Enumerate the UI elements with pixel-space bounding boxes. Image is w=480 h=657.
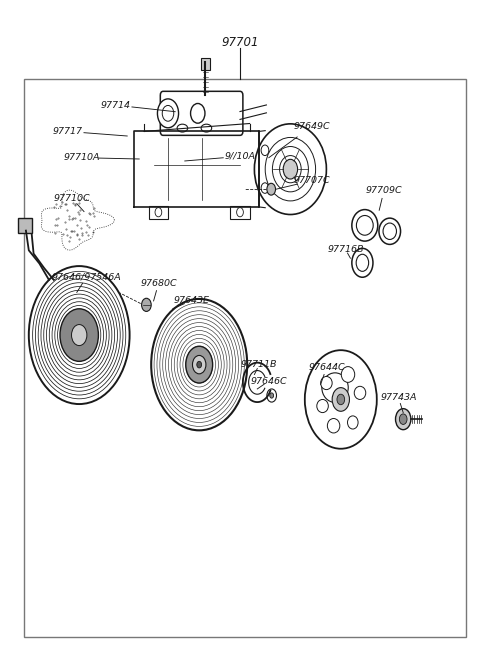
Ellipse shape bbox=[322, 373, 348, 402]
Circle shape bbox=[186, 346, 213, 383]
Circle shape bbox=[155, 208, 162, 217]
Text: 97649C: 97649C bbox=[294, 122, 330, 131]
Text: 9//10A: 9//10A bbox=[225, 152, 255, 161]
Ellipse shape bbox=[327, 419, 340, 433]
Bar bbox=[18, 218, 32, 233]
Text: 97644C: 97644C bbox=[308, 363, 345, 373]
Circle shape bbox=[29, 266, 130, 404]
Text: 97707C: 97707C bbox=[294, 176, 330, 185]
Circle shape bbox=[267, 183, 276, 195]
Text: 97711B: 97711B bbox=[241, 360, 277, 369]
Ellipse shape bbox=[379, 218, 401, 244]
Circle shape bbox=[151, 299, 247, 430]
FancyBboxPatch shape bbox=[160, 91, 243, 135]
Bar bbox=[24, 79, 466, 637]
Text: 97716B: 97716B bbox=[327, 245, 364, 254]
Text: 97701: 97701 bbox=[221, 36, 259, 49]
Circle shape bbox=[261, 145, 269, 156]
Circle shape bbox=[396, 409, 411, 430]
Ellipse shape bbox=[356, 215, 373, 235]
Circle shape bbox=[261, 183, 269, 193]
Ellipse shape bbox=[177, 124, 188, 132]
Text: 97710A: 97710A bbox=[63, 153, 100, 162]
Text: 97646C: 97646C bbox=[251, 376, 287, 386]
Ellipse shape bbox=[383, 223, 396, 240]
Bar bbox=[230, 206, 250, 219]
Ellipse shape bbox=[348, 416, 358, 429]
Circle shape bbox=[60, 309, 98, 361]
Circle shape bbox=[399, 414, 407, 424]
Text: 97709C: 97709C bbox=[366, 186, 402, 195]
Ellipse shape bbox=[254, 124, 326, 214]
Circle shape bbox=[332, 388, 349, 411]
Circle shape bbox=[142, 298, 151, 311]
Circle shape bbox=[283, 159, 298, 179]
Text: 97743A: 97743A bbox=[380, 393, 417, 402]
Text: 97643E: 97643E bbox=[174, 296, 210, 305]
Circle shape bbox=[267, 389, 276, 402]
Ellipse shape bbox=[321, 376, 332, 390]
Bar bbox=[201, 58, 210, 70]
Circle shape bbox=[72, 325, 87, 346]
Text: 97714: 97714 bbox=[100, 101, 130, 110]
Bar bbox=[149, 206, 168, 219]
Circle shape bbox=[197, 361, 202, 368]
Circle shape bbox=[337, 394, 345, 405]
Circle shape bbox=[162, 105, 174, 121]
Circle shape bbox=[192, 355, 206, 374]
Circle shape bbox=[157, 99, 179, 127]
Ellipse shape bbox=[352, 210, 378, 241]
Text: 97710C: 97710C bbox=[54, 194, 90, 203]
Text: 97680C: 97680C bbox=[140, 279, 177, 288]
Circle shape bbox=[305, 350, 377, 449]
Circle shape bbox=[270, 393, 274, 398]
Text: 97717: 97717 bbox=[52, 127, 82, 136]
Circle shape bbox=[356, 254, 369, 271]
Ellipse shape bbox=[341, 367, 355, 382]
Text: 97646/97546A: 97646/97546A bbox=[51, 273, 121, 282]
Ellipse shape bbox=[201, 124, 212, 132]
Ellipse shape bbox=[354, 386, 366, 399]
Circle shape bbox=[191, 103, 205, 124]
Circle shape bbox=[237, 208, 243, 217]
Circle shape bbox=[352, 248, 373, 277]
Ellipse shape bbox=[317, 399, 328, 413]
